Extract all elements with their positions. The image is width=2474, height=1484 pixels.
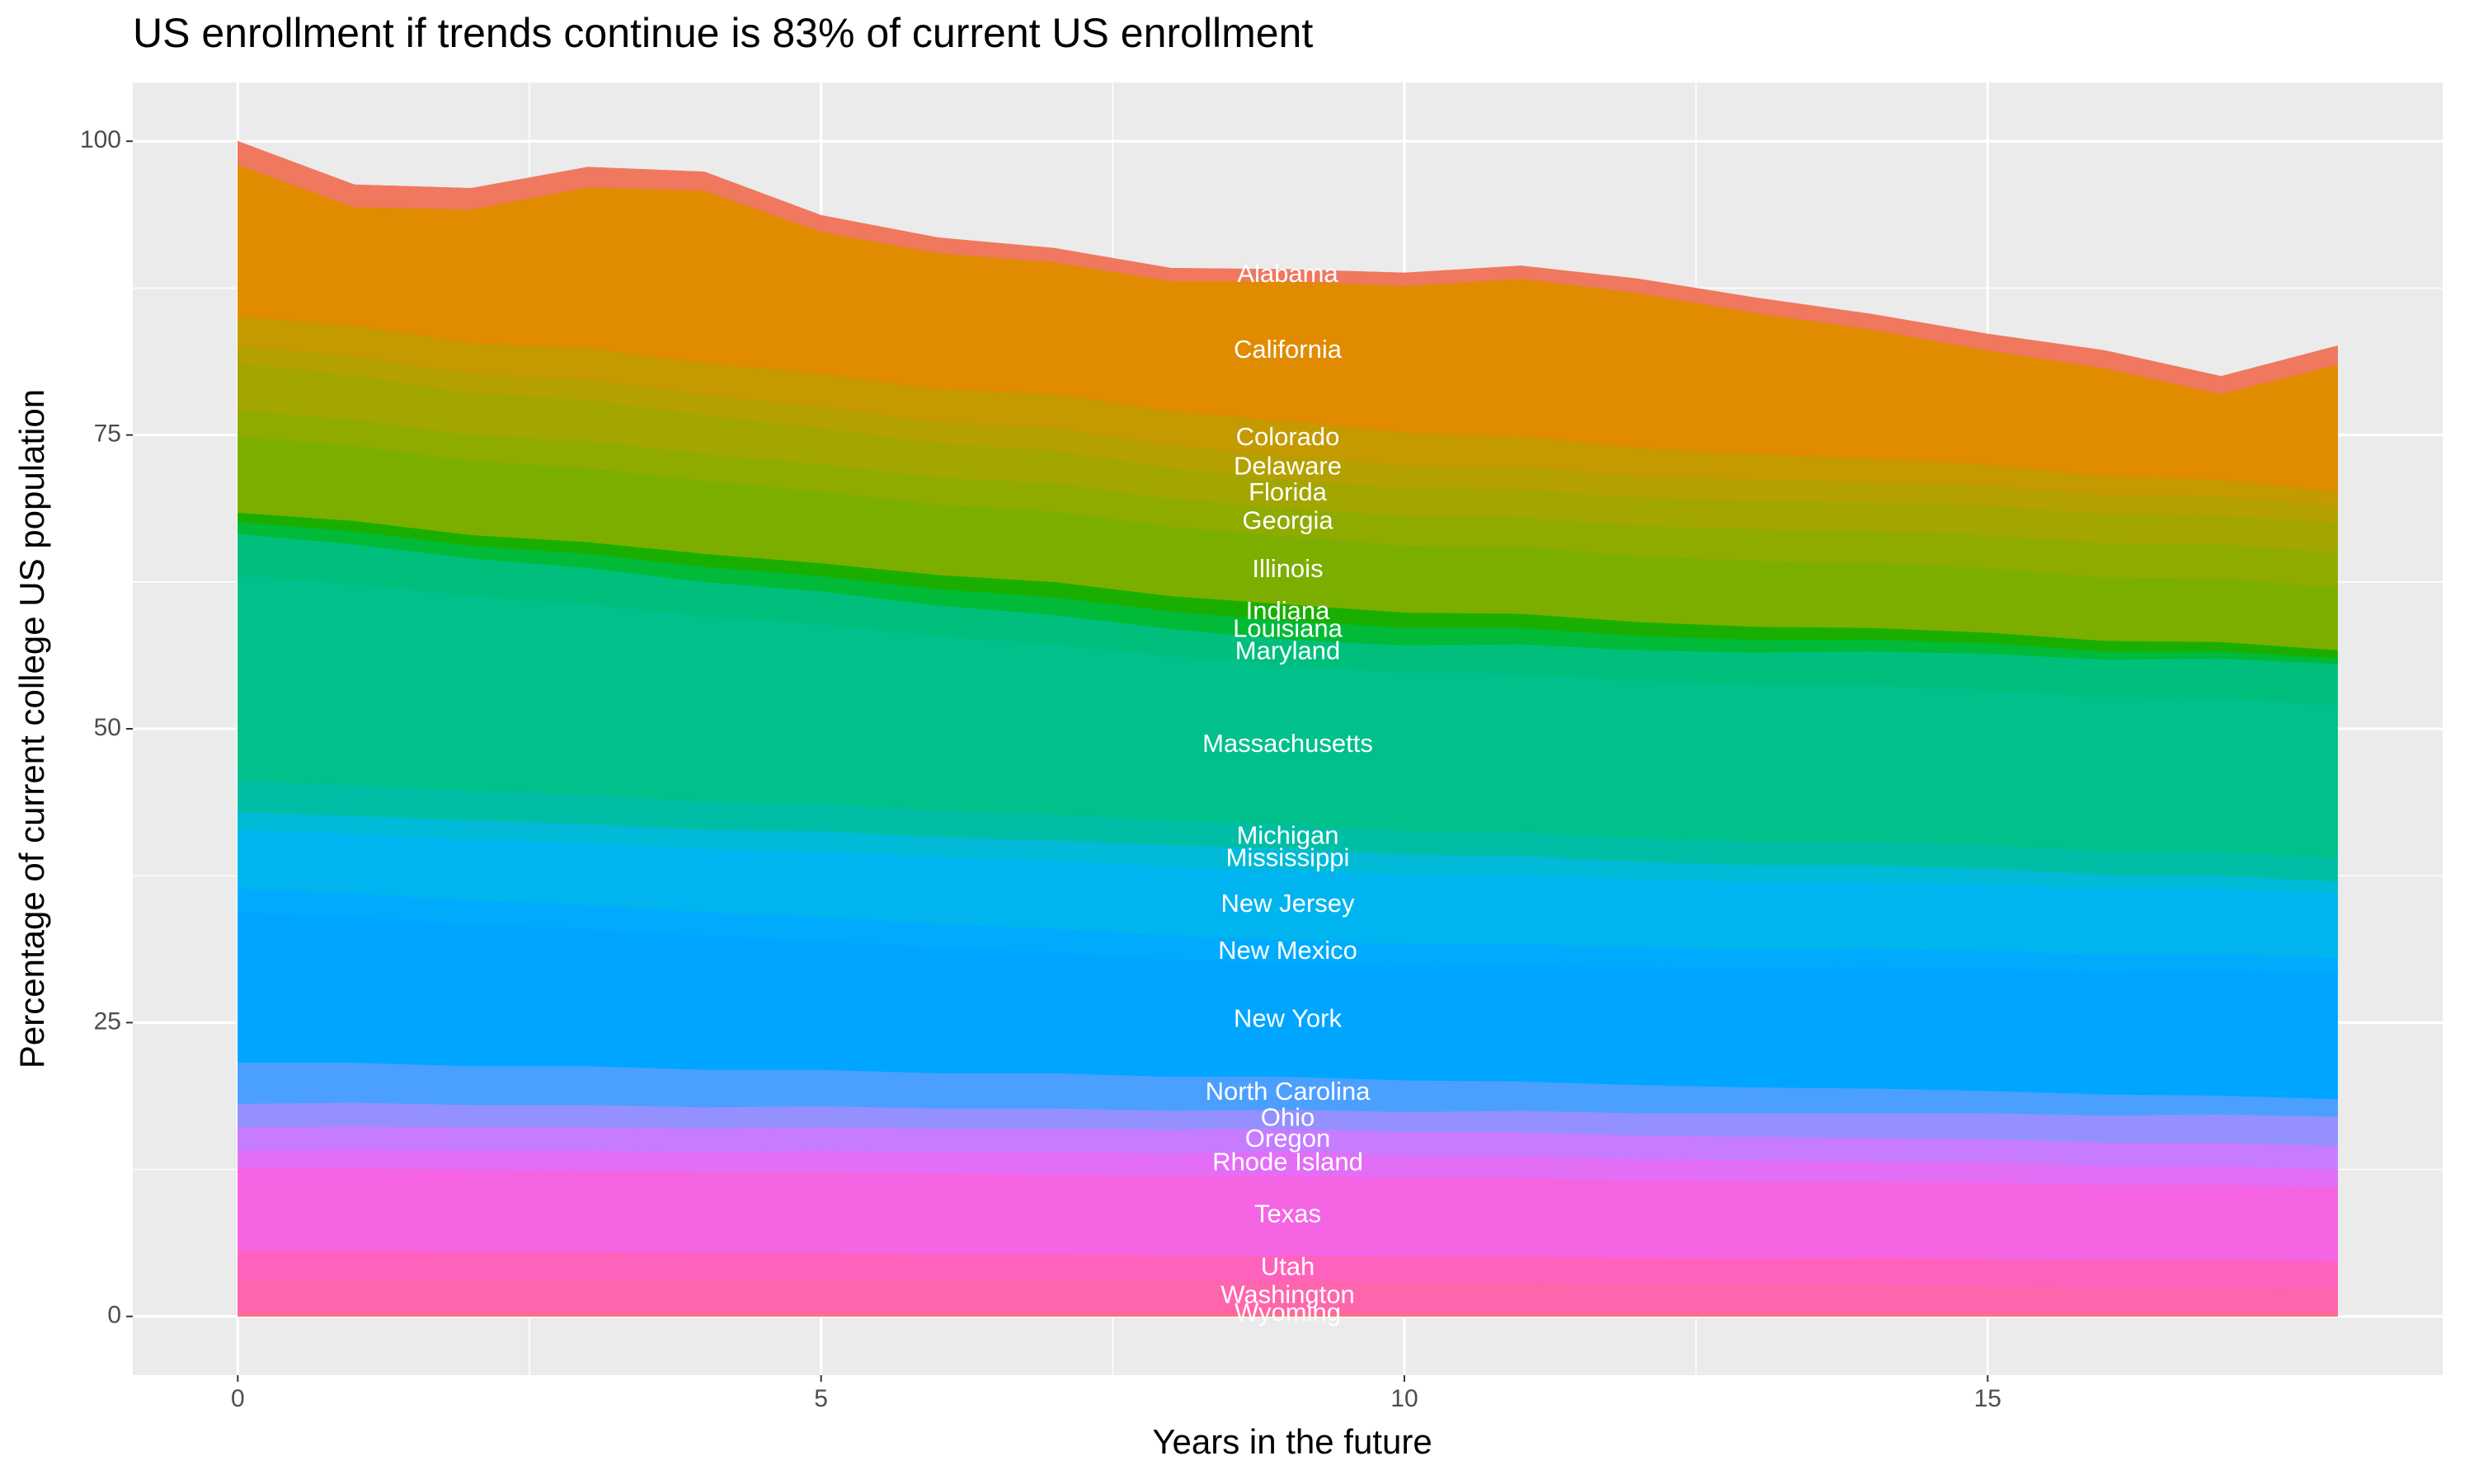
series-label: New Jersey: [1221, 889, 1355, 918]
x-axis-label: Years in the future: [1152, 1422, 1432, 1461]
series-label: Illinois: [1252, 554, 1323, 583]
series-label: Oregon: [1245, 1124, 1330, 1153]
series-label: California: [1234, 335, 1343, 364]
y-tick-label: 75: [94, 420, 121, 448]
y-axis-label: Percentage of current college US populat…: [12, 389, 51, 1068]
series-label: Ohio: [1261, 1102, 1315, 1131]
chart-title: US enrollment if trends continue is 83% …: [133, 10, 1313, 56]
y-tick-label: 0: [107, 1302, 121, 1329]
series-label: Maryland: [1235, 636, 1341, 665]
series-label: Colorado: [1236, 422, 1340, 451]
y-tick-label: 100: [80, 126, 121, 153]
series-label: New Mexico: [1218, 936, 1357, 965]
y-tick-label: 25: [94, 1007, 121, 1035]
series-label: New York: [1234, 1004, 1342, 1033]
series-label: Mississippi: [1226, 843, 1350, 871]
y-tick-label: 50: [94, 714, 121, 741]
x-tick-label: 5: [814, 1385, 828, 1412]
x-tick-label: 10: [1390, 1385, 1418, 1412]
areas: [238, 140, 2338, 1317]
series-label: Florida: [1249, 477, 1328, 506]
series-label: Michigan: [1236, 820, 1338, 849]
axes: 0 25 50 75 100 0 5 10 15: [80, 126, 2001, 1412]
series-label: Delaware: [1234, 452, 1342, 481]
series-label: Wyoming: [1235, 1298, 1341, 1327]
series-label: Washington: [1221, 1280, 1355, 1309]
series-label: Alabama: [1237, 259, 1338, 288]
series-label: Indiana: [1246, 596, 1330, 625]
series-label: North Carolina: [1206, 1077, 1371, 1106]
area: [238, 140, 2338, 395]
series-label: Utah: [1261, 1252, 1315, 1280]
x-tick-label: 15: [1974, 1385, 2001, 1412]
series-label: Georgia: [1242, 505, 1333, 534]
series-label: Texas: [1254, 1199, 1321, 1228]
x-tick-label: 0: [231, 1385, 245, 1412]
series-label: Louisiana: [1233, 613, 1343, 642]
series-label: Rhode Island: [1212, 1148, 1363, 1176]
series-label: Massachusetts: [1202, 729, 1373, 758]
